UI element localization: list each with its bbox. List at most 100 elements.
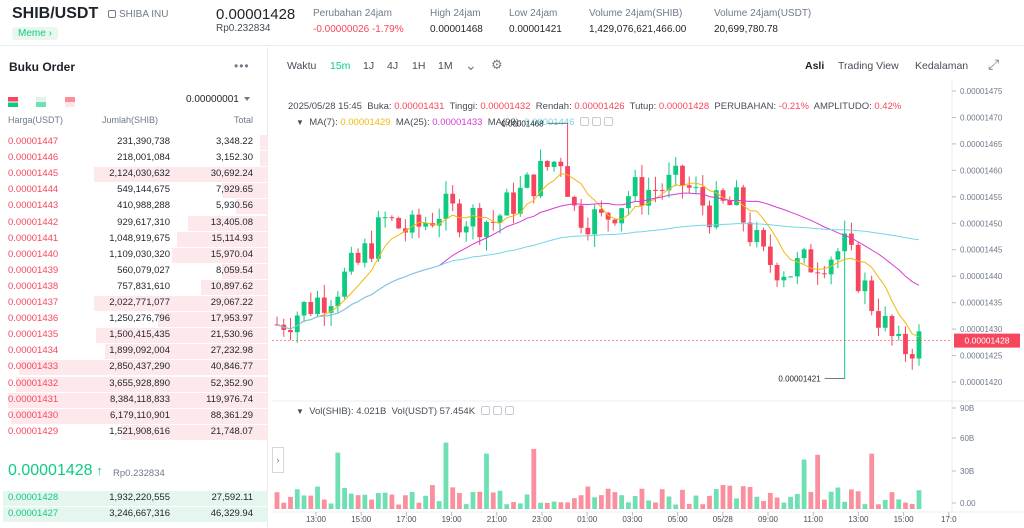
ask-row[interactable]: 0.00001440 1,109,030,320 15,970.04	[0, 247, 268, 263]
settings-gear-icon[interactable]: ⚙	[491, 57, 503, 72]
collapse-icon[interactable]: ▼	[296, 118, 304, 127]
close-value: 0.00001428	[658, 101, 710, 112]
volume-bar	[538, 502, 543, 509]
ask-row[interactable]: 0.00001442 929,617,310 13,405.08	[0, 215, 268, 231]
ask-row[interactable]: 0.00001431 8,384,118,833 119,976.74	[0, 392, 268, 408]
tick-size-select[interactable]: 0.00000001	[186, 94, 250, 105]
candle-body	[727, 200, 733, 206]
candle-body	[626, 196, 631, 209]
candle-body	[288, 329, 293, 333]
candle-body	[484, 221, 489, 238]
stat-low: Low 24jam 0.00001421	[509, 8, 562, 35]
pair-title[interactable]: SHIB/USDT	[12, 5, 99, 22]
volume-bar	[423, 495, 429, 509]
close-icon[interactable]	[504, 406, 514, 415]
coin-name[interactable]: SHIBA INU	[108, 9, 168, 20]
ma99-line	[276, 223, 920, 330]
depth-bar	[2, 491, 268, 506]
row-amount: 1,048,919,675	[109, 232, 170, 244]
fullscreen-icon[interactable]: ⤢	[988, 56, 1000, 72]
stat-value: 20,699,780.78	[714, 24, 778, 35]
view-tradingview[interactable]: Trading View	[838, 60, 899, 72]
candle-body	[524, 174, 530, 188]
volume-bar	[524, 494, 530, 509]
volume-bar	[855, 491, 861, 509]
volume-bar	[436, 501, 442, 509]
ask-row[interactable]: 0.00001437 2,022,771,077 29,067.22	[0, 295, 268, 311]
ask-row[interactable]: 0.00001439 560,079,027 8,059.54	[0, 263, 268, 279]
stat-label: High 24jam	[430, 8, 481, 19]
tick-size-value: 0.00000001	[186, 94, 239, 105]
volume-bar	[416, 502, 422, 509]
bid-row[interactable]: 0.00001427 3,246,667,316 46,329.94	[0, 506, 268, 523]
row-amount: 8,384,118,833	[109, 393, 170, 405]
order-book-last-price: 0.00001428 ↑	[8, 462, 103, 480]
chevron-right-icon: ›	[48, 28, 52, 39]
ask-row[interactable]: 0.00001443 410,988,288 5,930.56	[0, 198, 268, 215]
y-tick-label: 0.00001455	[960, 193, 1003, 202]
bid-row[interactable]: 0.00001428 1,932,220,555 27,592.11	[0, 490, 268, 506]
collapse-icon[interactable]: ▼	[296, 407, 304, 416]
ask-row[interactable]: 0.00001445 2,124,030,632 30,692.24	[0, 166, 268, 183]
candle-body	[801, 249, 807, 259]
ask-row[interactable]: 0.00001438 757,831,610 10,897.62	[0, 279, 268, 295]
settings-icon[interactable]	[492, 406, 502, 415]
volume-bar	[504, 504, 510, 509]
candle-body	[774, 264, 780, 281]
ask-row[interactable]: 0.00001441 1,048,919,675 15,114.93	[0, 231, 268, 247]
interval-1j[interactable]: 1J	[363, 60, 375, 72]
ask-row[interactable]: 0.00001430 6,179,110,901 88,361.29	[0, 408, 268, 424]
volume-bar	[389, 494, 395, 509]
candle-body	[348, 252, 354, 272]
depth-bar	[222, 183, 268, 199]
volume-bar	[626, 502, 631, 509]
x-tick-label: 17:0	[941, 515, 957, 524]
order-book-title: Buku Order	[9, 60, 76, 74]
ask-row[interactable]: 0.00001429 1,521,908,616 21,748.07	[0, 424, 268, 440]
candle-info-line: 2025/05/28 15:45 Buka: 0.00001431 Tinggi…	[288, 101, 901, 112]
bids-only-view-icon[interactable]	[36, 96, 47, 107]
depth-bar	[93, 167, 268, 183]
row-total: 46,329.94	[210, 508, 253, 520]
ask-row[interactable]: 0.00001433 2,850,437,290 40,846.77	[0, 359, 268, 376]
row-price: 0.00001430	[8, 409, 59, 421]
asks-only-view-icon[interactable]	[64, 96, 75, 107]
volume-bar	[457, 492, 462, 509]
row-total: 15,114.93	[211, 232, 253, 244]
ask-row[interactable]: 0.00001436 1,250,276,796 17,953.97	[0, 311, 268, 328]
interval-4j[interactable]: 4J	[387, 60, 399, 72]
row-amount: 757,831,610	[117, 280, 170, 292]
chevron-down-icon[interactable]: ⌄	[465, 57, 477, 73]
volume-bar	[571, 498, 577, 509]
more-options-icon[interactable]: •••	[234, 59, 250, 73]
candle-body	[321, 297, 327, 313]
volume-bar	[903, 502, 908, 509]
interval-1m[interactable]: 1M	[438, 60, 453, 72]
visibility-icon[interactable]	[580, 117, 590, 126]
row-price: 0.00001442	[8, 216, 59, 228]
low-value: 0.00001426	[574, 101, 625, 112]
interval-1h[interactable]: 1H	[412, 60, 426, 72]
row-total: 40,846.77	[210, 361, 253, 373]
x-tick-label: 03:00	[622, 515, 643, 524]
ask-row[interactable]: 0.00001447 231,390,738 3,348.22	[0, 134, 268, 150]
view-depth[interactable]: Kedalaman	[915, 60, 969, 72]
ask-row[interactable]: 0.00001434 1,899,092,004 27,232.98	[0, 343, 268, 360]
ask-row[interactable]: 0.00001435 1,500,415,435 21,530.96	[0, 327, 268, 344]
ask-row[interactable]: 0.00001446 218,001,084 3,152.30	[0, 150, 268, 167]
row-amount: 2,022,771,077	[109, 297, 170, 308]
view-original[interactable]: Asli	[805, 60, 825, 72]
visibility-icon[interactable]	[480, 406, 490, 415]
close-icon[interactable]	[604, 117, 614, 126]
settings-icon[interactable]	[592, 117, 602, 126]
interval-15m[interactable]: 15m	[330, 60, 351, 72]
ask-row[interactable]: 0.00001432 3,655,928,890 52,352.90	[0, 376, 268, 392]
candle-body	[761, 230, 766, 247]
meme-tag[interactable]: Meme ›	[12, 27, 58, 40]
both-sides-view-icon[interactable]	[8, 96, 18, 107]
candle-body	[815, 272, 821, 274]
volume-bar	[828, 491, 834, 509]
expand-sidebar-icon[interactable]: ›	[272, 447, 284, 473]
ask-row[interactable]: 0.00001444 549,144,675 7,929.65	[0, 182, 268, 199]
